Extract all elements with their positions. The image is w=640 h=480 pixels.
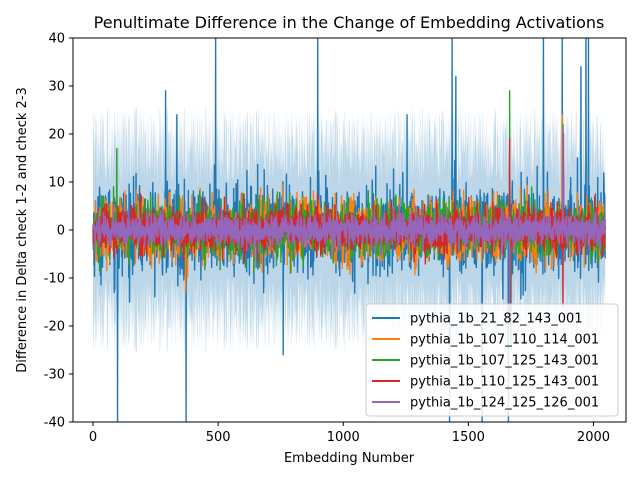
legend-label-2: pythia_1b_107_110_114_001	[410, 333, 599, 348]
y-tick-label: 10	[48, 176, 65, 191]
y-tick-label: 0	[57, 224, 65, 239]
x-tick-label: 1500	[452, 430, 485, 445]
x-tick-label: 0	[89, 430, 97, 445]
series-layer	[92, 38, 606, 422]
x-tick-label: 2000	[577, 430, 610, 445]
x-tick-label: 500	[206, 430, 231, 445]
x-tick-label: 1000	[327, 430, 360, 445]
x-axis: 0 500 1000 1500 2000	[89, 422, 610, 445]
plot-area	[92, 38, 606, 422]
y-axis: -40 -30 -20 -10 0 10 20 30 40	[44, 32, 73, 431]
y-tick-label: -30	[44, 368, 65, 383]
y-tick-label: -20	[44, 320, 65, 335]
series-line-5	[92, 128, 606, 318]
legend-label-1: pythia_1b_21_82_143_001	[410, 312, 583, 327]
x-axis-label: Embedding Number	[284, 451, 415, 466]
y-tick-label: -10	[44, 272, 65, 287]
legend-box	[365, 303, 619, 417]
legend-label-3: pythia_1b_107_125_143_001	[410, 354, 599, 369]
legend-label-4: pythia_1b_110_125_143_001	[410, 375, 599, 390]
y-tick-label: 40	[48, 32, 65, 47]
chart-title: Penultimate Difference in the Change of …	[94, 13, 605, 32]
legend-label-5: pythia_1b_124_125_126_001	[410, 396, 599, 411]
legend: pythia_1b_21_82_143_001 pythia_1b_107_110…	[365, 303, 619, 417]
y-tick-label: -40	[44, 416, 65, 431]
y-axis-label: Difference in Delta check 1-2 and check …	[15, 87, 30, 373]
y-tick-label: 20	[48, 128, 65, 143]
y-tick-label: 30	[48, 80, 65, 95]
